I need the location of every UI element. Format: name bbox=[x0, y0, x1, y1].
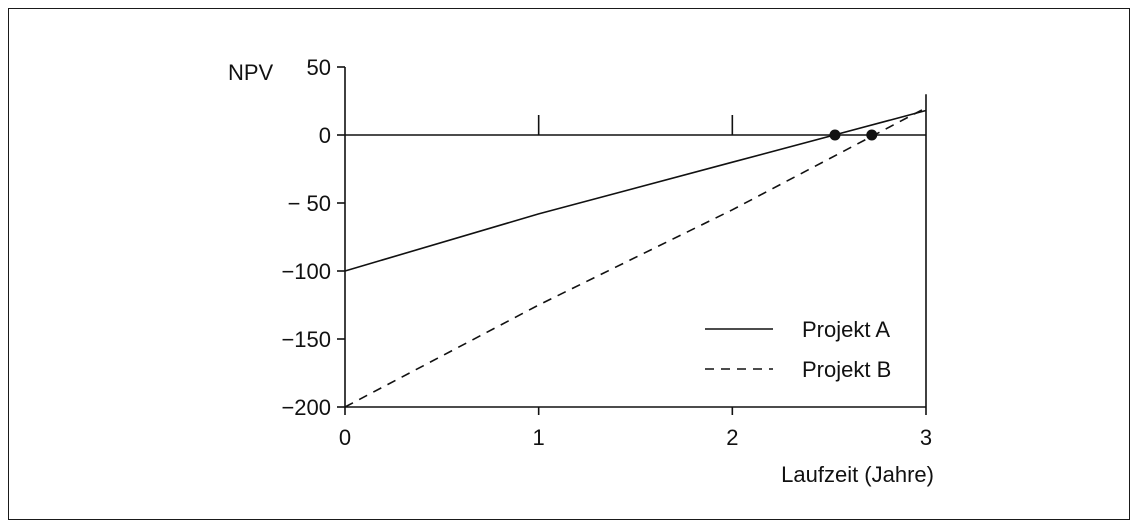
x-tick-label: 2 bbox=[726, 425, 738, 450]
series bbox=[344, 107, 927, 408]
legend: Projekt A Projekt B bbox=[705, 317, 891, 382]
y-tick-label: 50 bbox=[307, 55, 331, 80]
series-line-b bbox=[344, 107, 927, 408]
series-line-a bbox=[344, 109, 927, 272]
y-tick-label: 0 bbox=[319, 123, 331, 148]
x-tick-label: 3 bbox=[920, 425, 932, 450]
chart-frame bbox=[8, 8, 1130, 520]
y-tick-label: −200 bbox=[281, 395, 331, 420]
markers bbox=[829, 129, 878, 141]
legend-label: Projekt A bbox=[802, 317, 890, 342]
x-tick-label: 1 bbox=[533, 425, 545, 450]
y-tick-label: −100 bbox=[281, 259, 331, 284]
axes bbox=[344, 67, 927, 408]
y-tick-label: −150 bbox=[281, 327, 331, 352]
x-axis-label: Laufzeit (Jahre) bbox=[781, 462, 934, 487]
intersection-dot bbox=[829, 129, 841, 141]
y-axis-label: NPV bbox=[228, 60, 274, 85]
y-tick-label: − 50 bbox=[288, 191, 331, 216]
ticks: 50 0 − 50 −100 −150 −200 0 1 2 3 bbox=[281, 55, 932, 450]
intersection-dot bbox=[866, 129, 878, 141]
legend-label: Projekt B bbox=[802, 357, 891, 382]
x-tick-label: 0 bbox=[339, 425, 351, 450]
